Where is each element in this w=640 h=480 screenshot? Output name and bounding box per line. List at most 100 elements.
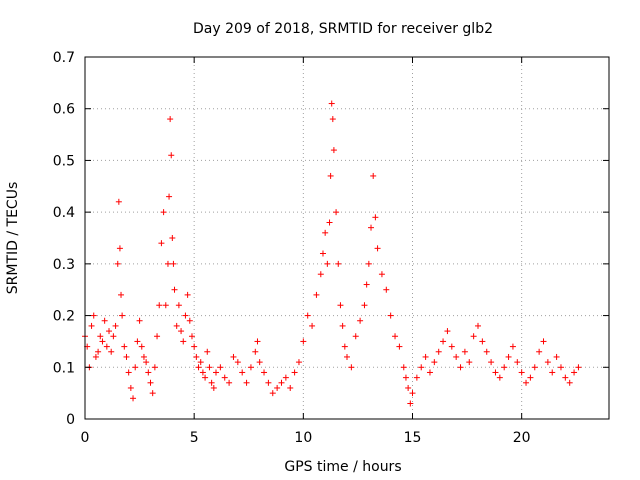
data-point	[140, 353, 147, 360]
data-point	[114, 260, 121, 267]
data-point	[95, 348, 102, 355]
data-point	[319, 250, 326, 257]
data-point	[180, 338, 187, 345]
data-point	[402, 374, 409, 381]
data-point	[383, 286, 390, 293]
data-point	[252, 348, 259, 355]
data-point	[188, 333, 195, 340]
data-point	[147, 379, 154, 386]
data-point	[295, 359, 302, 366]
data-point	[234, 359, 241, 366]
data-point	[392, 333, 399, 340]
data-point	[435, 348, 442, 355]
data-point	[145, 369, 152, 376]
data-point	[479, 338, 486, 345]
data-point	[329, 116, 336, 123]
data-point	[422, 353, 429, 360]
data-point	[123, 353, 130, 360]
data-point	[226, 379, 233, 386]
data-point	[326, 219, 333, 226]
data-point	[97, 333, 104, 340]
data-point	[156, 302, 163, 309]
data-point	[158, 240, 165, 247]
data-point	[492, 369, 499, 376]
x-tick-label: 20	[513, 430, 531, 446]
data-point	[444, 328, 451, 335]
data-point	[475, 322, 481, 329]
y-axis-label: SRMTID / TECUs	[5, 182, 21, 295]
plot-frame	[84, 56, 610, 420]
data-point	[488, 359, 495, 366]
data-point	[483, 348, 490, 355]
data-point	[461, 348, 468, 355]
data-point	[544, 359, 551, 366]
data-point	[378, 271, 385, 278]
data-point	[208, 379, 215, 386]
y-tick-label: 0.2	[53, 309, 75, 325]
data-point	[199, 369, 206, 376]
data-point	[202, 374, 209, 381]
y-tick-label: 0.5	[53, 153, 75, 169]
data-point	[108, 348, 115, 355]
data-point	[457, 364, 464, 371]
data-point	[175, 302, 182, 309]
data-point	[505, 353, 512, 360]
data-point	[265, 379, 272, 386]
data-point	[184, 291, 191, 298]
data-point	[287, 384, 294, 391]
data-point	[418, 364, 425, 371]
data-point	[330, 147, 337, 154]
data-point	[372, 214, 379, 221]
data-point	[247, 364, 254, 371]
x-tick-label: 15	[404, 430, 422, 446]
data-point	[210, 384, 217, 391]
data-point	[374, 245, 381, 252]
data-point	[509, 343, 516, 350]
data-point	[206, 364, 213, 371]
data-point	[322, 229, 329, 236]
data-point	[496, 374, 503, 381]
data-point	[110, 333, 117, 340]
data-point	[566, 379, 573, 386]
data-point	[169, 235, 176, 241]
data-point	[134, 338, 141, 345]
data-point	[256, 359, 263, 366]
data-points	[82, 100, 582, 407]
data-point	[101, 317, 108, 324]
data-point	[90, 312, 97, 319]
y-tick-label: 0.7	[53, 50, 75, 66]
data-point	[178, 328, 185, 335]
data-point	[154, 333, 161, 340]
data-point	[337, 302, 344, 309]
data-point	[344, 353, 350, 360]
data-point	[514, 359, 521, 366]
data-point	[327, 172, 334, 179]
data-point	[453, 353, 460, 360]
data-point	[127, 384, 134, 391]
data-point	[440, 338, 447, 345]
data-point	[182, 312, 189, 319]
data-point	[112, 322, 119, 329]
data-point	[553, 353, 560, 360]
data-point	[291, 369, 298, 376]
data-point	[88, 322, 95, 329]
data-point	[115, 198, 122, 205]
y-tick-label: 0	[66, 412, 75, 428]
data-point	[106, 328, 113, 335]
data-point	[193, 353, 200, 360]
y-tick-label: 0.4	[53, 205, 75, 221]
chart-title: Day 209 of 2018, SRMTID for receiver glb…	[193, 21, 493, 37]
data-point	[173, 322, 180, 329]
data-point	[239, 369, 246, 376]
data-point	[363, 281, 370, 288]
data-point	[387, 312, 394, 319]
data-point	[518, 369, 525, 376]
data-point	[309, 322, 316, 329]
data-point	[168, 152, 175, 159]
data-point	[191, 343, 198, 350]
data-point	[138, 343, 145, 350]
data-point	[195, 364, 202, 371]
data-point	[557, 364, 564, 371]
data-point	[170, 260, 177, 267]
data-point	[540, 338, 547, 345]
